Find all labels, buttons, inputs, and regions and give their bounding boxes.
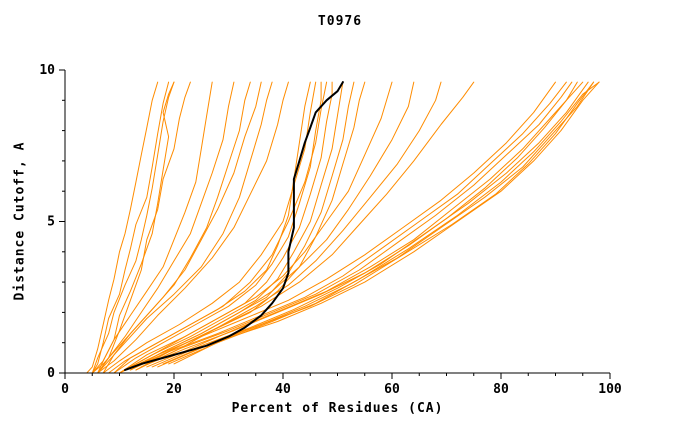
model-curve [140,81,442,368]
x-tick-label: 20 [166,382,182,397]
model-curve [173,81,600,365]
model-curve [91,81,262,374]
model-curve [86,81,159,374]
model-curve [119,81,393,374]
model-curve [140,81,578,368]
model-curve [97,81,273,374]
y-tick-label: 10 [39,63,55,78]
model-curve [129,81,567,371]
model-curve [113,81,328,374]
x-axis-label: Percent of Residues (CA) [231,401,444,416]
model-curve [91,81,170,374]
model-curve [113,81,322,374]
model-curve [146,81,584,368]
model-curve [129,81,415,371]
model-curve [97,81,235,374]
model-curve [135,81,475,371]
model-curve [135,81,573,371]
x-tick-label: 40 [275,382,291,397]
model-curve [124,81,344,371]
y-tick-label: 0 [47,366,55,381]
model-curve [168,81,600,365]
model-curve [91,81,213,374]
reference-curve [124,81,344,371]
model-curve [97,81,289,374]
x-tick-label: 100 [598,382,622,397]
model-curve [157,81,595,368]
x-tick-label: 60 [384,382,400,397]
model-curve [91,81,175,374]
chart-title: T0976 [317,14,363,29]
x-tick-label: 0 [61,382,69,397]
model-curve [119,81,556,374]
model-curve [97,81,191,374]
x-tick-label: 80 [493,382,509,397]
y-tick-label: 5 [47,215,55,230]
